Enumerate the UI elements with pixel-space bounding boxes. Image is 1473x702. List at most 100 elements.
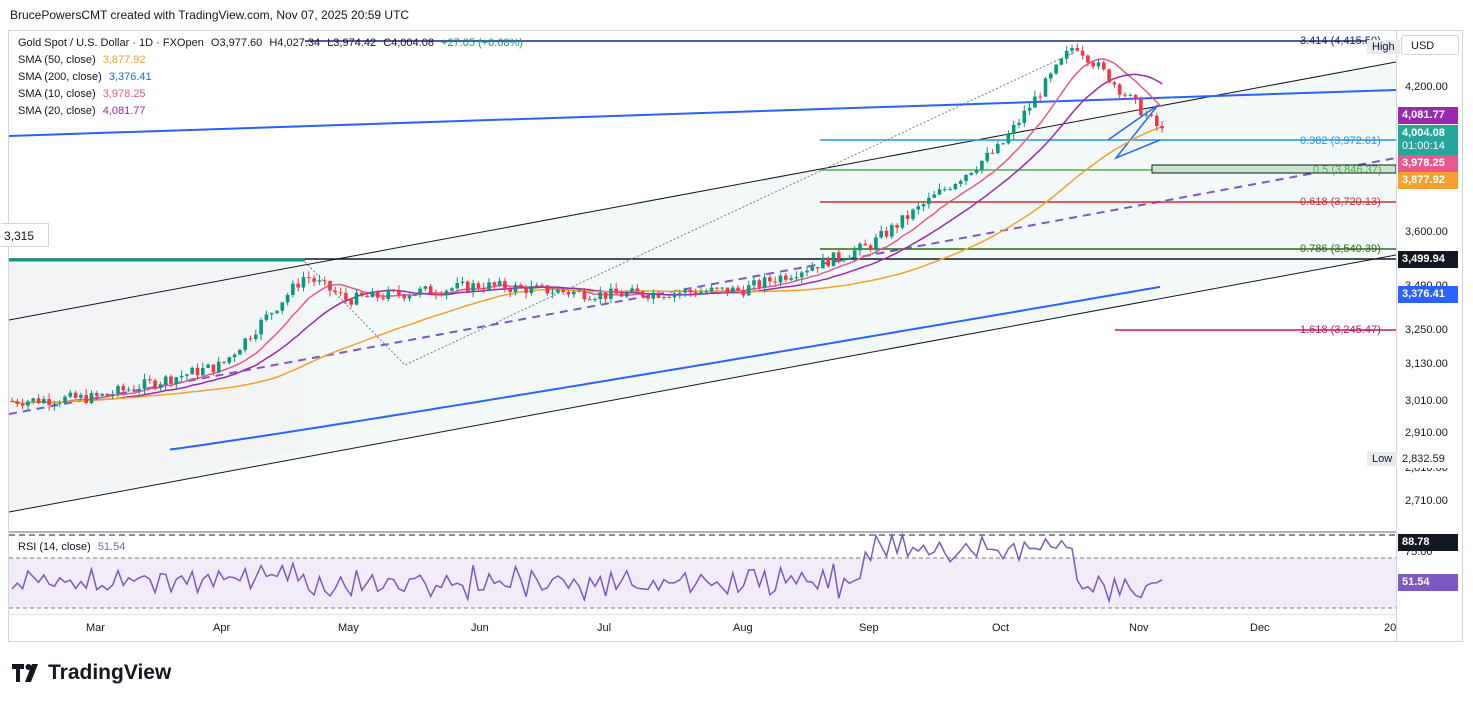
candle[interactable] — [1117, 84, 1122, 95]
candle[interactable] — [280, 302, 285, 311]
candle[interactable] — [1080, 50, 1085, 56]
candle[interactable] — [227, 357, 232, 363]
legend-main[interactable]: Gold Spot / U.S. Dollar · 1D · FXOpen O3… — [18, 35, 523, 52]
candle[interactable] — [1133, 94, 1138, 99]
candle[interactable] — [15, 401, 20, 404]
candle[interactable] — [741, 290, 746, 296]
candle[interactable] — [762, 277, 767, 288]
candle[interactable] — [609, 288, 613, 299]
candle[interactable] — [900, 215, 905, 228]
candle[interactable] — [577, 290, 581, 292]
candle[interactable] — [232, 354, 237, 358]
pane-divider[interactable] — [9, 531, 1396, 533]
candle[interactable] — [275, 310, 279, 314]
candle[interactable] — [746, 285, 751, 296]
candle[interactable] — [943, 189, 947, 191]
candle[interactable] — [201, 367, 205, 376]
candle[interactable] — [190, 367, 194, 375]
candle[interactable] — [927, 197, 931, 205]
legend-sma50[interactable]: SMA (50, close) 3,877.92 — [18, 52, 523, 69]
candle[interactable] — [958, 180, 963, 185]
candle[interactable] — [789, 277, 793, 280]
candle[interactable] — [953, 184, 958, 190]
candle[interactable] — [471, 283, 475, 292]
candle[interactable] — [603, 292, 608, 299]
candle[interactable] — [381, 297, 385, 299]
candle[interactable] — [455, 282, 459, 289]
candle[interactable] — [540, 285, 544, 287]
legend-sma200[interactable]: SMA (200, close) 3,376.41 — [18, 69, 523, 86]
candle[interactable] — [985, 152, 989, 161]
candle[interactable] — [524, 286, 528, 294]
candle[interactable] — [921, 204, 926, 207]
candle[interactable] — [874, 237, 878, 250]
candle[interactable] — [699, 291, 703, 295]
currency-select[interactable]: USD — [1401, 35, 1459, 55]
candle[interactable] — [614, 288, 618, 294]
legend-sma10[interactable]: SMA (10, close) 3,978.25 — [18, 86, 523, 103]
candle[interactable] — [216, 361, 221, 373]
candle[interactable] — [333, 290, 338, 293]
candle[interactable] — [269, 313, 274, 315]
candle[interactable] — [238, 350, 242, 355]
candle[interactable] — [248, 338, 253, 340]
candle[interactable] — [911, 209, 915, 219]
candle[interactable] — [561, 289, 565, 293]
candle[interactable] — [757, 280, 762, 288]
sma50-line[interactable] — [11, 125, 1163, 405]
candle[interactable] — [837, 252, 841, 260]
candle[interactable] — [773, 281, 777, 283]
candle[interactable] — [349, 299, 353, 305]
candle[interactable] — [137, 388, 141, 391]
candle[interactable] — [731, 287, 735, 294]
rsi-legend[interactable]: RSI (14, close) 51.54 — [18, 541, 125, 553]
candle[interactable] — [20, 403, 25, 406]
candle[interactable] — [704, 291, 709, 293]
candle[interactable] — [466, 281, 470, 292]
candle[interactable] — [264, 314, 269, 320]
candle[interactable] — [285, 294, 290, 303]
candle[interactable] — [370, 291, 375, 298]
candle[interactable] — [688, 289, 693, 293]
candle[interactable] — [1075, 48, 1080, 51]
candle[interactable] — [1054, 64, 1058, 74]
candle[interactable] — [640, 291, 645, 297]
candle[interactable] — [1091, 62, 1095, 67]
candle[interactable] — [481, 288, 486, 290]
candle[interactable] — [1107, 69, 1111, 83]
candle[interactable] — [26, 401, 30, 406]
candle[interactable] — [630, 288, 634, 293]
candle[interactable] — [868, 245, 873, 250]
candle[interactable] — [1112, 82, 1117, 85]
candle[interactable] — [534, 285, 539, 287]
sma200-line[interactable] — [169, 285, 1161, 451]
candle[interactable] — [1001, 143, 1005, 145]
candle[interactable] — [635, 288, 640, 292]
candle[interactable] — [593, 299, 597, 301]
candle[interactable] — [291, 283, 295, 295]
candle[interactable] — [905, 215, 910, 219]
candle[interactable] — [142, 379, 147, 389]
candle[interactable] — [550, 292, 555, 294]
candle[interactable] — [810, 266, 815, 271]
candle[interactable] — [338, 292, 343, 294]
candle[interactable] — [163, 376, 168, 385]
candle[interactable] — [1017, 122, 1021, 125]
candle[interactable] — [821, 257, 825, 269]
candle[interactable] — [842, 259, 846, 261]
candle[interactable] — [715, 287, 719, 289]
candle[interactable] — [63, 396, 67, 403]
rsi-chart[interactable] — [9, 533, 1396, 613]
candle[interactable] — [662, 297, 666, 299]
candle[interactable] — [460, 281, 465, 283]
candle[interactable] — [582, 290, 587, 300]
candle[interactable] — [68, 392, 73, 397]
candle[interactable] — [1006, 134, 1011, 144]
candle[interactable] — [402, 295, 406, 299]
candle[interactable] — [1038, 96, 1042, 98]
candle[interactable] — [815, 266, 820, 269]
candle[interactable] — [980, 160, 984, 170]
candle[interactable] — [1155, 115, 1159, 126]
candle[interactable] — [1064, 50, 1069, 59]
candle[interactable] — [1149, 114, 1154, 116]
